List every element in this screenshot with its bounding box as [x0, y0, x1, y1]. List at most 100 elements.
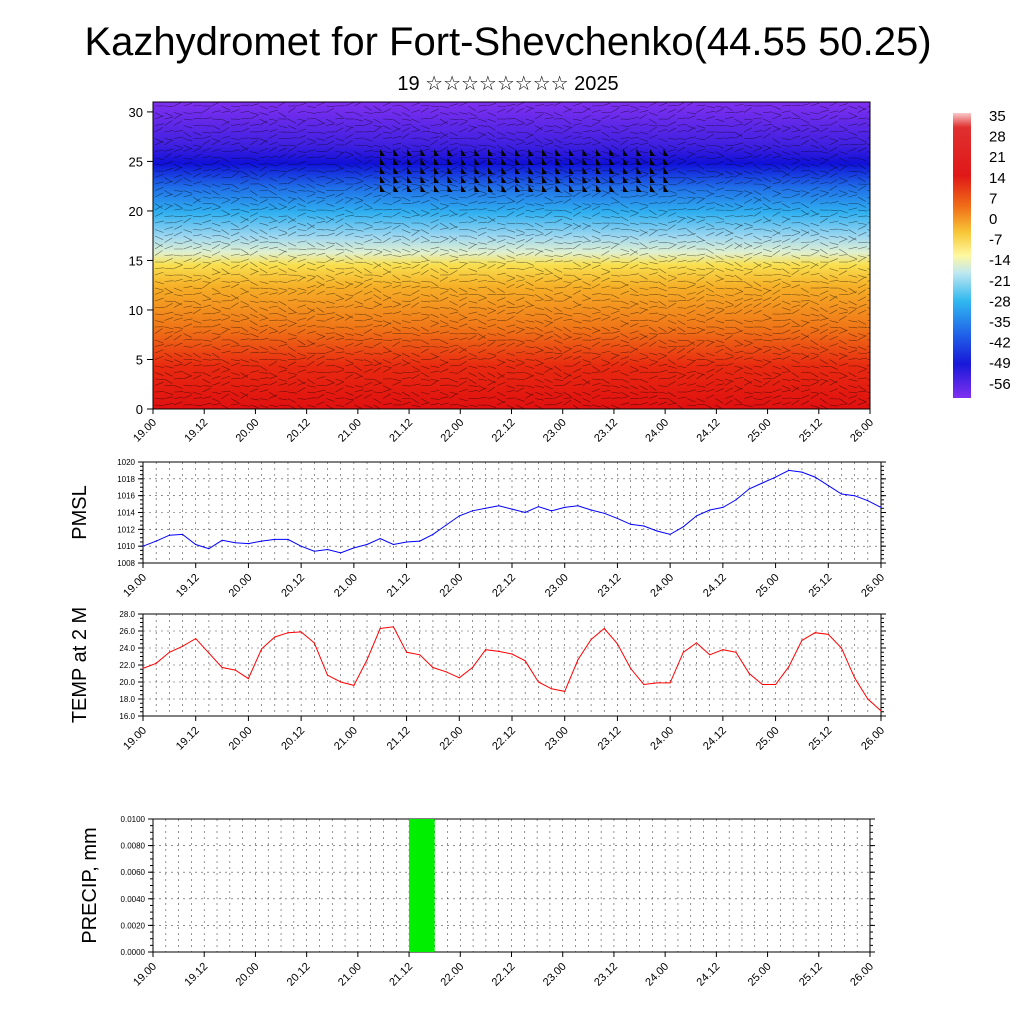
wind-barb [392, 261, 402, 265]
wind-barb [791, 165, 800, 172]
wind-barb [601, 268, 611, 272]
wind-barb [572, 312, 582, 315]
wind-barb [848, 131, 857, 136]
wind-barb [363, 203, 373, 209]
wind-barb [363, 261, 373, 266]
wind-barb [449, 333, 459, 335]
wind-barb [382, 270, 392, 276]
wind-barb [411, 250, 420, 256]
wind-barb [335, 271, 345, 276]
wind-barb [202, 147, 211, 152]
wind-barb [772, 164, 781, 170]
wind-barb [696, 268, 706, 271]
series-point [669, 682, 671, 684]
series-point [722, 649, 724, 651]
wind-barb [230, 294, 239, 300]
wind-barb [325, 229, 335, 232]
wind-barb [420, 286, 430, 289]
wind-barb [610, 125, 619, 131]
wind-barb [800, 264, 810, 269]
wind-barb [848, 291, 858, 295]
wind-barb [268, 326, 278, 331]
wind-barb [363, 248, 373, 251]
wind-barb [401, 267, 411, 269]
wind-barb [449, 103, 459, 107]
wind-barb [791, 151, 801, 155]
wind-barb [677, 299, 687, 302]
wind-barb [648, 134, 658, 139]
wind-barb [306, 232, 316, 237]
wind-barb [515, 398, 525, 402]
wind-barb [734, 192, 743, 198]
wind-barb [838, 326, 848, 331]
wind-barb [563, 143, 573, 146]
wind-barb [411, 187, 421, 191]
wind-barb [249, 339, 259, 341]
wind-barb [658, 108, 667, 113]
wind-barb [354, 261, 364, 263]
wind-barb [686, 268, 696, 272]
wind-barb [848, 137, 858, 139]
wind-barb [278, 147, 287, 152]
wind-barb [772, 115, 781, 120]
wind-barb [420, 339, 430, 345]
wind-barb [477, 133, 486, 139]
wind-barb [838, 216, 848, 219]
wind-barb [734, 118, 743, 124]
wind-barb [268, 272, 278, 276]
wind-barb [278, 369, 288, 373]
wind-barb [534, 104, 544, 107]
wind-barb [629, 248, 638, 254]
wind-barb [686, 229, 695, 235]
wind-barb [791, 365, 801, 367]
wind-barb [686, 161, 696, 165]
wind-barb [363, 138, 373, 142]
wind-barb [325, 255, 334, 261]
wind-barb [791, 284, 800, 289]
wind-barb [382, 367, 391, 373]
wind-barb [487, 264, 496, 269]
wind-barb [221, 381, 230, 386]
wind-barb [544, 272, 554, 276]
wind-barb [297, 229, 307, 231]
wind-barb [772, 289, 781, 295]
wind-barb [591, 205, 601, 211]
wind-barb [629, 404, 639, 406]
wind-barb [753, 177, 762, 182]
wind-barb [857, 369, 867, 373]
wind-barb [287, 196, 297, 200]
wind-barb [401, 320, 411, 324]
wind-barb [525, 133, 534, 139]
wind-barb [420, 229, 430, 235]
wind-barb [468, 201, 478, 204]
wind-barb [240, 348, 249, 354]
wind-barb [667, 183, 677, 186]
wind-barb [325, 203, 335, 207]
series-point [406, 651, 408, 653]
wind-barb [363, 278, 373, 282]
wind-barb [515, 138, 525, 142]
wind-barb [335, 231, 344, 237]
wind-barb [819, 263, 828, 269]
wind-barb [392, 398, 402, 402]
wind-barb [677, 234, 687, 237]
wind-barb [743, 298, 753, 302]
wind-barb [458, 296, 468, 302]
wind-barb [810, 352, 820, 356]
wind-barb [344, 374, 353, 380]
wind-barb [772, 138, 781, 144]
wind-barb [496, 169, 506, 172]
wind-flag [569, 167, 574, 174]
wind-barb [154, 149, 164, 152]
wind-barb [639, 342, 648, 347]
wind-barb [268, 190, 277, 196]
wind-barb [610, 274, 620, 277]
wind-barb [439, 325, 449, 328]
wind-barb [468, 279, 478, 282]
wind-flag [380, 158, 385, 165]
wind-barb [420, 316, 430, 321]
wind-barb [278, 352, 288, 356]
wind-barb [382, 209, 393, 211]
wind-barb [534, 144, 544, 148]
